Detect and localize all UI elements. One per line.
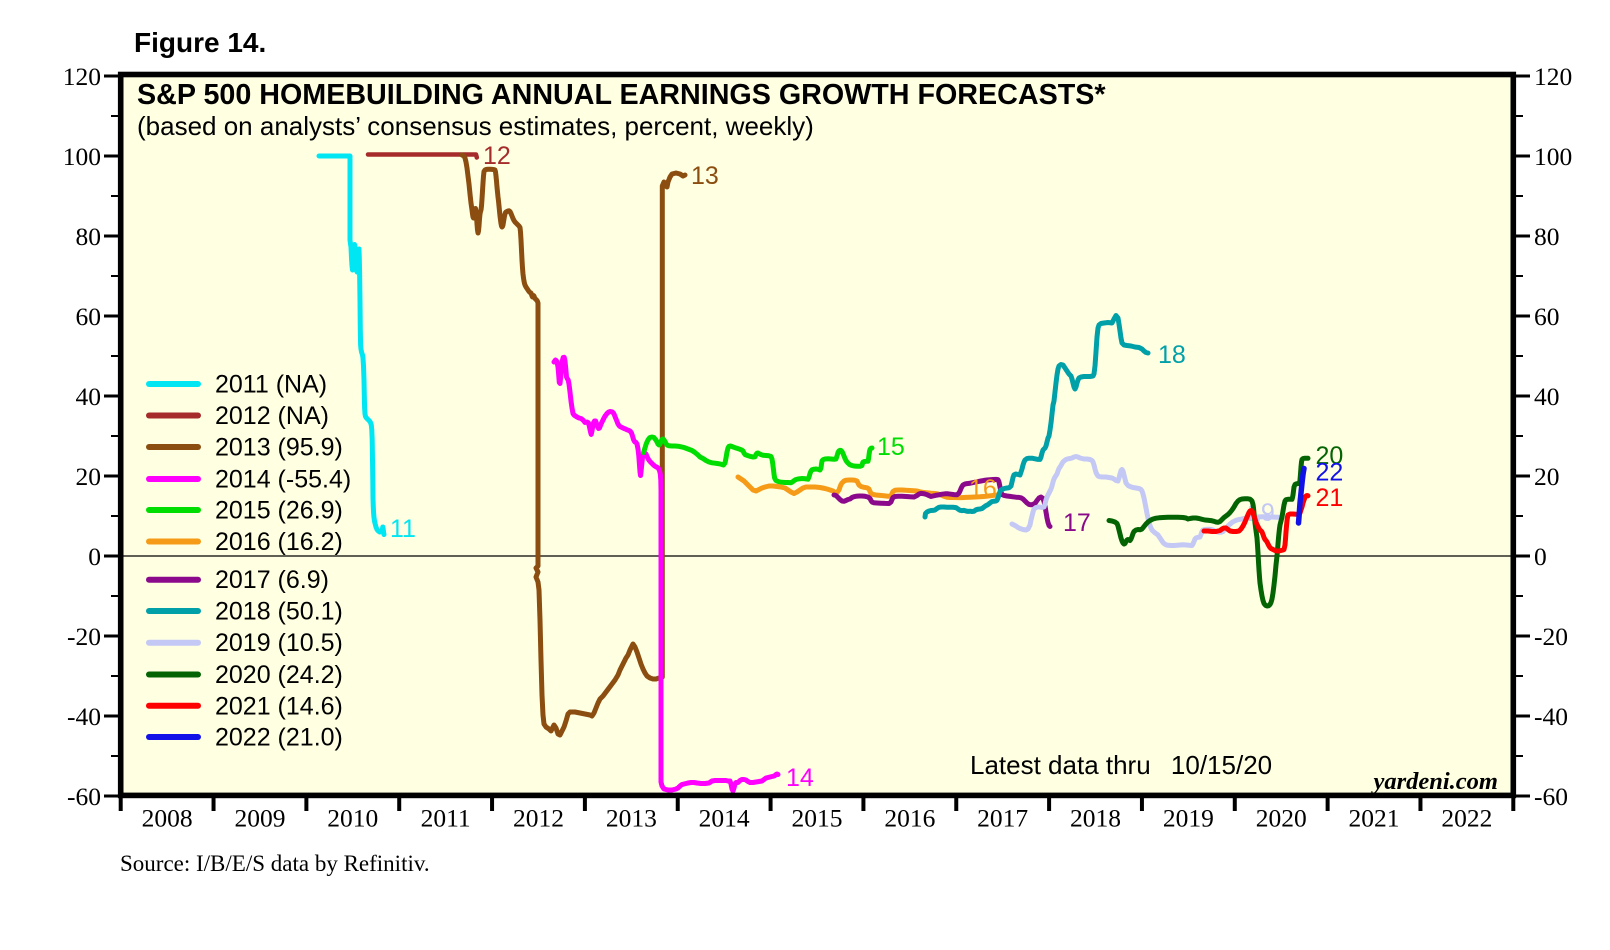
- svg-text:2016: 2016: [884, 804, 935, 833]
- svg-text:2011: 2011: [421, 804, 471, 833]
- svg-text:11: 11: [390, 515, 416, 543]
- svg-text:40: 40: [76, 382, 102, 411]
- svg-text:20: 20: [1534, 462, 1560, 491]
- svg-text:2019: 2019: [1163, 804, 1214, 833]
- svg-text:2018 (50.1): 2018 (50.1): [215, 598, 343, 626]
- svg-text:0: 0: [88, 542, 101, 571]
- svg-text:17: 17: [1063, 509, 1091, 537]
- svg-text:2015 (26.9): 2015 (26.9): [215, 497, 343, 525]
- svg-text:2022: 2022: [1441, 804, 1492, 833]
- svg-text:40: 40: [1534, 382, 1560, 411]
- svg-text:2008: 2008: [142, 804, 193, 833]
- svg-text:60: 60: [76, 302, 102, 331]
- svg-text:2021 (14.6): 2021 (14.6): [215, 692, 343, 720]
- svg-text:16: 16: [969, 475, 997, 503]
- svg-text:-20: -20: [67, 622, 101, 651]
- svg-text:2019 (10.5): 2019 (10.5): [215, 629, 343, 657]
- svg-text:yardeni.com: yardeni.com: [1370, 768, 1498, 795]
- svg-text:2013: 2013: [606, 804, 657, 833]
- svg-text:2017 (6.9): 2017 (6.9): [215, 566, 329, 594]
- svg-text:Source: I/B/E/S data by Refini: Source: I/B/E/S data by Refinitiv.: [120, 851, 430, 876]
- svg-text:120: 120: [63, 62, 101, 91]
- svg-text:120: 120: [1534, 62, 1572, 91]
- svg-text:2017: 2017: [977, 804, 1028, 833]
- svg-text:2009: 2009: [234, 804, 285, 833]
- svg-text:15: 15: [877, 433, 905, 461]
- svg-text:80: 80: [1534, 222, 1560, 251]
- svg-text:2020 (24.2): 2020 (24.2): [215, 661, 343, 689]
- svg-text:2012 (NA): 2012 (NA): [215, 402, 329, 430]
- svg-text:14: 14: [786, 764, 814, 792]
- svg-text:-40: -40: [67, 702, 101, 731]
- svg-text:2013 (95.9): 2013 (95.9): [215, 434, 343, 462]
- svg-text:100: 100: [63, 142, 101, 171]
- svg-text:-60: -60: [1534, 782, 1568, 811]
- svg-text:2021: 2021: [1349, 804, 1400, 833]
- svg-text:100: 100: [1534, 142, 1572, 171]
- svg-text:12: 12: [483, 142, 511, 170]
- svg-text:2018: 2018: [1070, 804, 1121, 833]
- svg-text:2016 (16.2): 2016 (16.2): [215, 528, 343, 556]
- svg-text:20: 20: [1316, 442, 1344, 470]
- svg-text:2014 (-55.4): 2014 (-55.4): [215, 466, 351, 494]
- svg-text:2012: 2012: [513, 804, 564, 833]
- svg-text:2015: 2015: [792, 804, 843, 833]
- svg-text:22: 22: [1316, 459, 1344, 487]
- svg-text:13: 13: [691, 162, 719, 190]
- svg-text:-60: -60: [67, 782, 101, 811]
- svg-text:Figure 14.: Figure 14.: [134, 27, 266, 58]
- svg-text:-40: -40: [1534, 702, 1568, 731]
- svg-text:2010: 2010: [327, 804, 378, 833]
- svg-text:(based on analysts’ consensus: (based on analysts’ consensus estimates,…: [137, 111, 814, 141]
- svg-text:S&P 500 HOMEBUILDING ANNUAL EA: S&P 500 HOMEBUILDING ANNUAL EARNINGS GRO…: [137, 79, 1106, 111]
- svg-text:2020: 2020: [1256, 804, 1307, 833]
- svg-text:18: 18: [1158, 341, 1186, 369]
- svg-text:Latest data thru 10/15/20: Latest data thru 10/15/20: [970, 750, 1272, 780]
- svg-text:21: 21: [1316, 484, 1344, 512]
- svg-text:80: 80: [76, 222, 102, 251]
- svg-text:2022 (21.0): 2022 (21.0): [215, 724, 343, 752]
- svg-text:2014: 2014: [699, 804, 750, 833]
- svg-text:20: 20: [76, 462, 102, 491]
- svg-text:60: 60: [1534, 302, 1560, 331]
- svg-text:0: 0: [1534, 542, 1547, 571]
- svg-text:-20: -20: [1534, 622, 1568, 651]
- svg-text:2011 (NA): 2011 (NA): [215, 371, 327, 399]
